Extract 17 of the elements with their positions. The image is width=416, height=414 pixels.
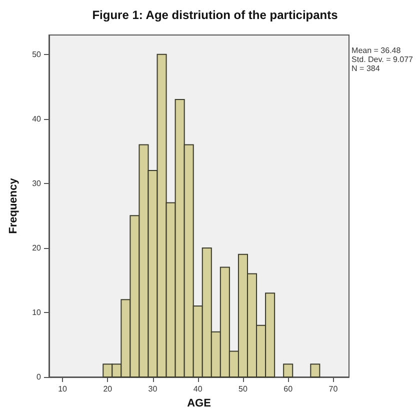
y-tick-label: 40 <box>32 114 42 124</box>
x-tick-label: 70 <box>328 384 338 394</box>
chart-title: Figure 1: Age distriution of the participants <box>92 8 338 22</box>
x-tick-label: 60 <box>284 384 294 394</box>
x-tick-label: 30 <box>148 384 158 394</box>
y-tick-label: 20 <box>32 243 42 252</box>
y-tick-label: 0 <box>36 372 42 382</box>
x-axis-title: AGE <box>187 398 211 410</box>
x-tick-label: 10 <box>58 384 68 394</box>
y-tick-label: 30 <box>32 178 42 188</box>
x-tick-label: 50 <box>238 384 248 394</box>
text: Mean = 36.48 Std. Dev. = 9.077 N = 384 <box>352 46 414 73</box>
x-tick-label: 20 <box>103 384 113 394</box>
y-axis-title: Frequency <box>8 177 20 234</box>
x-tick-label: 40 <box>193 384 203 394</box>
y-tick-label: 10 <box>32 308 42 317</box>
y-tick-label: 50 <box>32 50 42 59</box>
